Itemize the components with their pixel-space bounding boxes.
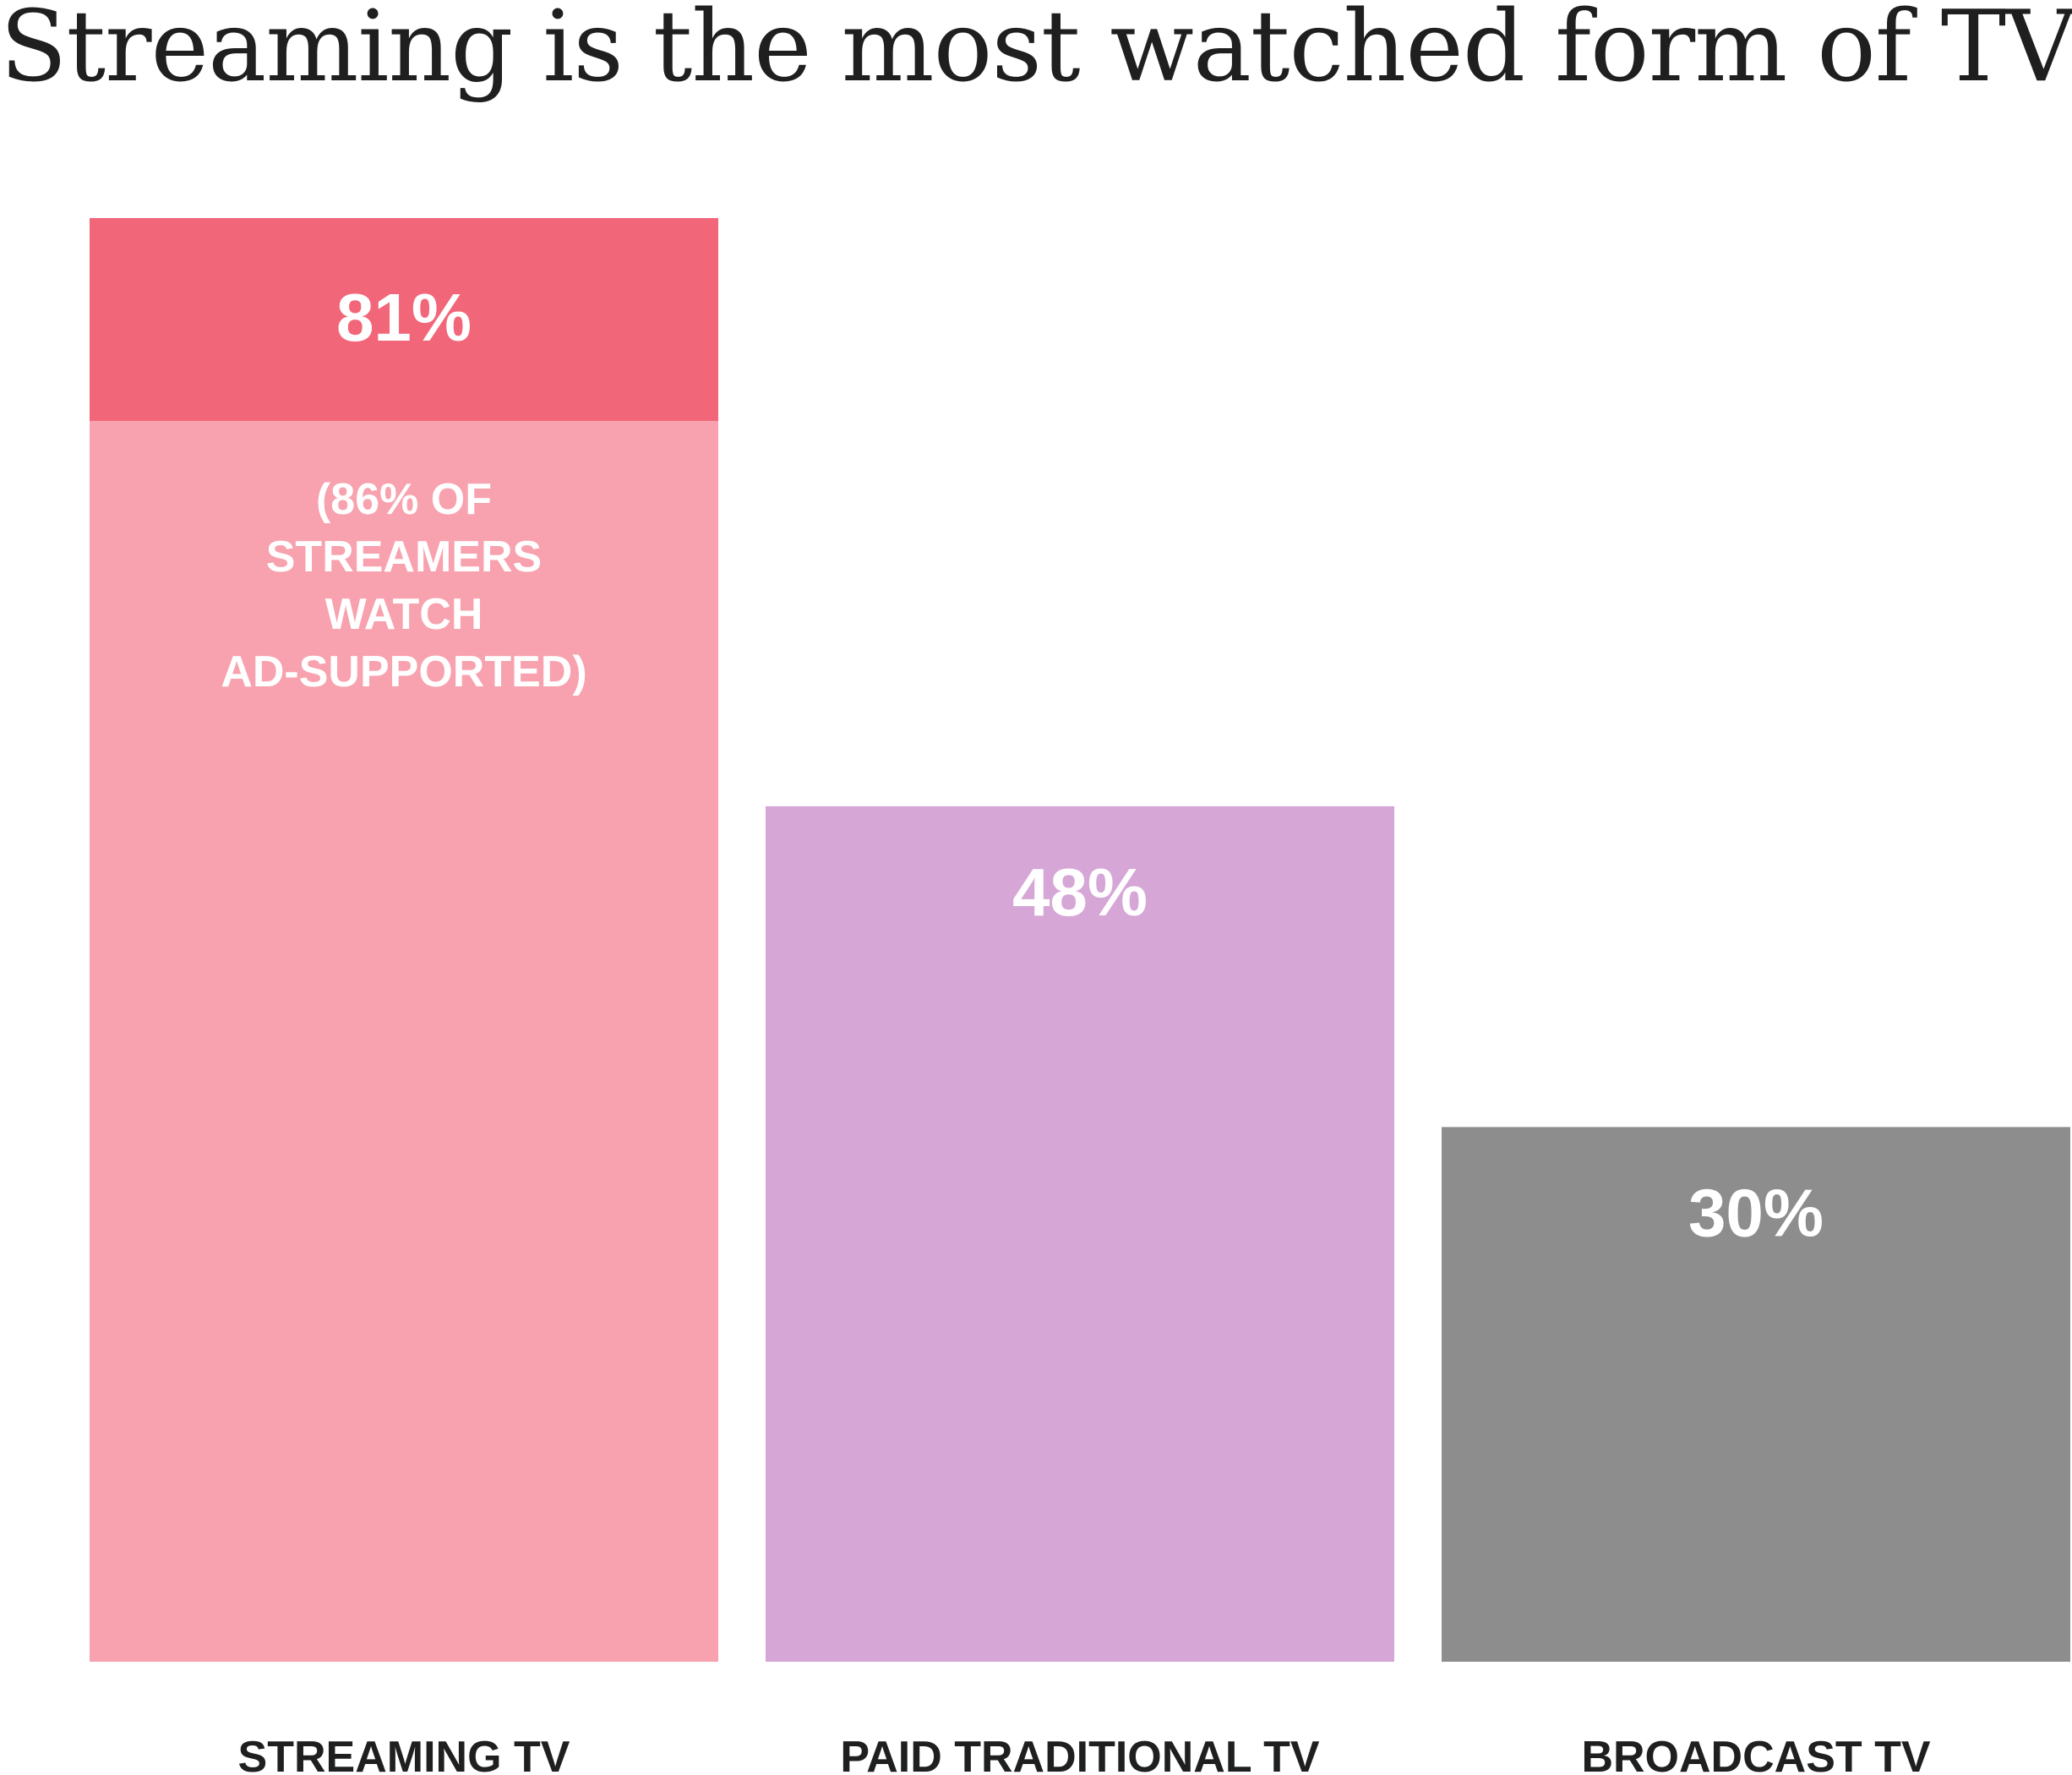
annotation-line: STREAMERS xyxy=(266,532,542,582)
category-label-broadcast-tv: BROADCAST TV xyxy=(1581,1733,1930,1775)
value-label-broadcast-tv: 30% xyxy=(1688,1176,1824,1251)
category-label-paid-traditional-tv: PAID TRADITIONAL TV xyxy=(840,1733,1319,1775)
category-label-streaming-tv: STREAMING TV xyxy=(238,1733,570,1775)
value-label-streaming-tv: 81% xyxy=(336,280,472,355)
annotation-line: AD-SUPPORTED) xyxy=(221,647,586,696)
bar-streaming-tv xyxy=(90,218,718,1662)
page-title: Streaming is the most watched form of TV xyxy=(0,0,2072,104)
bar-paid-traditional-tv xyxy=(766,806,1394,1662)
value-label-paid-traditional-tv: 48% xyxy=(1012,855,1148,930)
bar-broadcast-tv xyxy=(1442,1127,2070,1662)
annotation-line: WATCH xyxy=(325,590,483,639)
bar-highlight-streaming-tv xyxy=(90,218,718,421)
annotation-line: (86% OF xyxy=(316,475,492,524)
